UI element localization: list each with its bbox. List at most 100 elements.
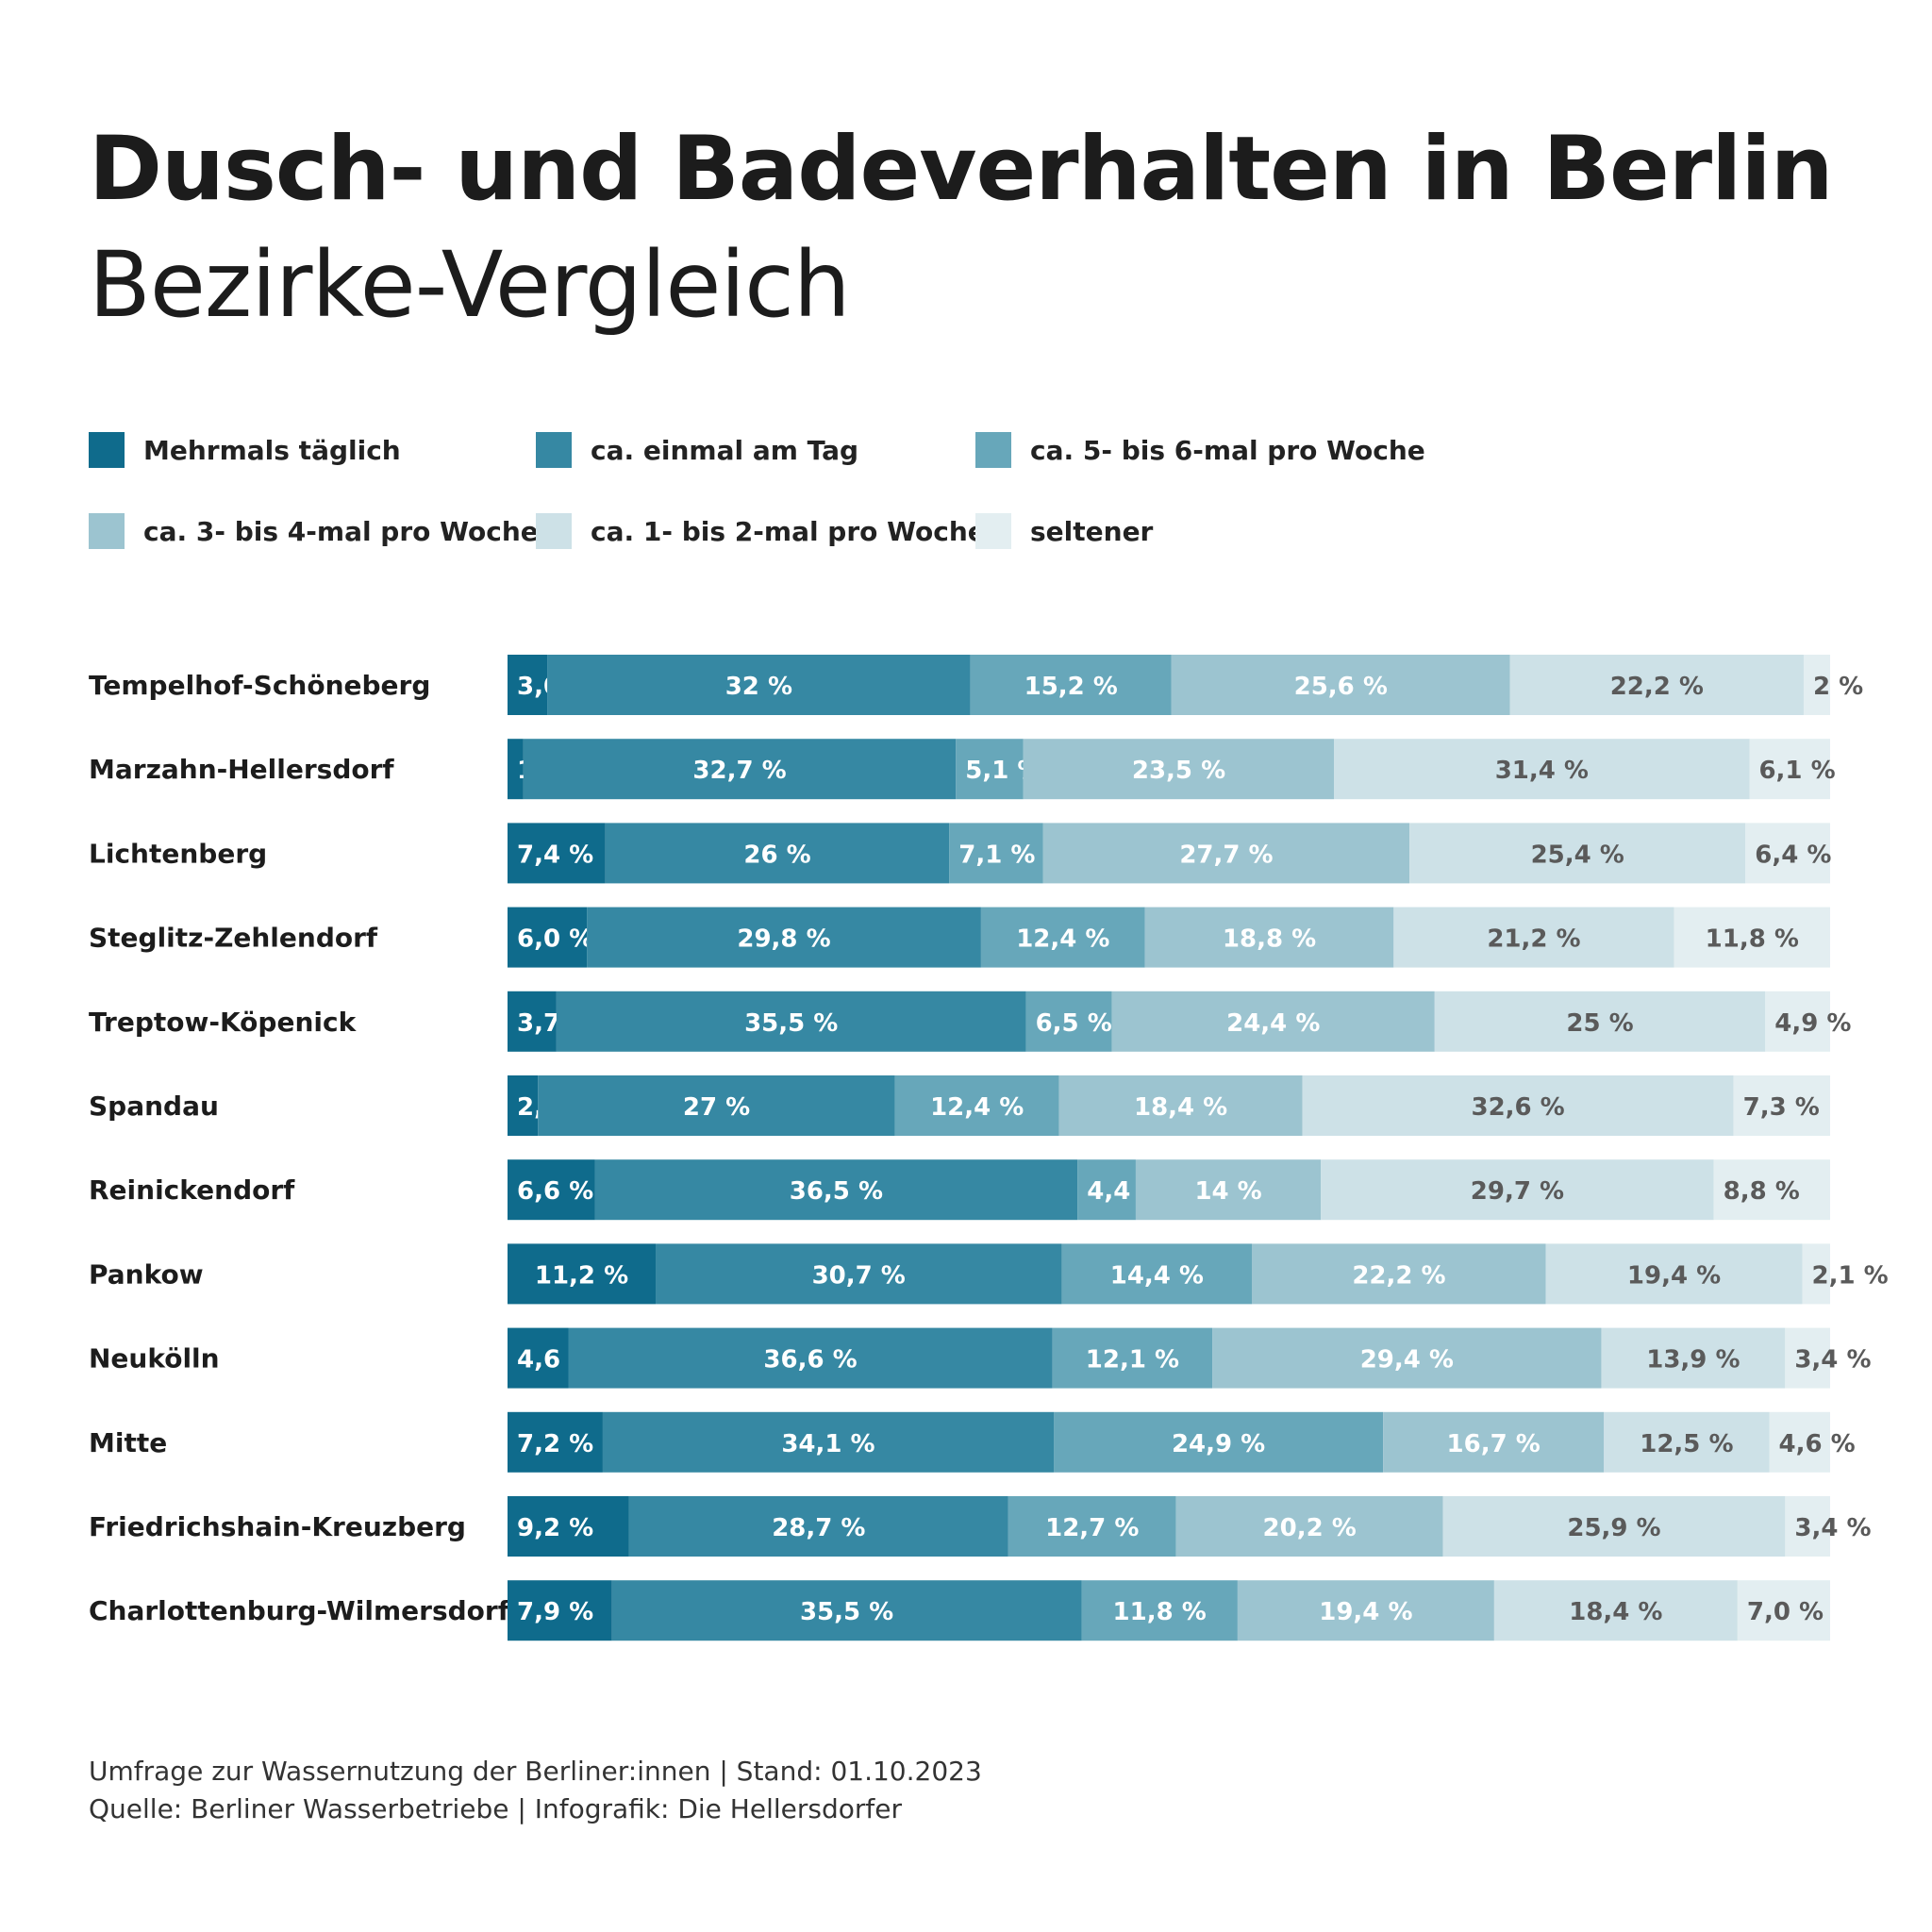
data-label: 6,5 % <box>1036 1009 1112 1038</box>
category-label: Friedrichshain-Kreuzberg <box>89 1511 466 1542</box>
bar-segment <box>508 1159 595 1221</box>
bar-segment <box>1023 739 1335 800</box>
category-label: Charlottenburg-Wilmersdorf <box>89 1595 510 1626</box>
category-label: Mitte <box>89 1427 167 1458</box>
bar-segment <box>1061 1243 1253 1305</box>
data-label: 30,7 % <box>812 1261 906 1290</box>
bar-row: Charlottenburg-Wilmersdorf 7,9 % 35,5 % 11,… <box>89 1580 1830 1641</box>
data-label: 14,4 % <box>1110 1261 1204 1290</box>
bar-segment <box>1674 907 1830 968</box>
bar-segment <box>949 823 1043 884</box>
category-label: Marzahn-Hellersdorf <box>89 754 394 785</box>
bar-row: Mitte 7,2 % 34,1 % 24,9 % 16,7 % 12,5 % 4,6 % <box>89 1411 1856 1473</box>
bar-segment <box>980 907 1145 968</box>
data-label: 25 % <box>1566 1009 1633 1038</box>
data-label: 16,7 % <box>1447 1430 1541 1458</box>
bar-segment <box>1749 739 1830 800</box>
data-label: 7,1 % <box>958 841 1035 869</box>
category-label: Tempelhof-Schöneberg <box>89 670 430 701</box>
data-label: 27,7 % <box>1179 841 1273 869</box>
bar-segment <box>1765 991 1830 1052</box>
legend-swatch <box>975 432 1011 468</box>
legend-label: Mehrmals täglich <box>143 435 401 466</box>
data-label: 15,2 % <box>1024 673 1118 701</box>
bar-segment <box>1302 1075 1734 1136</box>
legend-swatch <box>536 432 572 468</box>
category-label: Steglitz-Zehlendorf <box>89 923 378 954</box>
data-label: 26 % <box>743 841 810 869</box>
data-label: 18,4 % <box>1569 1598 1662 1626</box>
legend-label: ca. 3- bis 4-mal pro Woche <box>143 516 539 547</box>
data-label: 22,2 % <box>1610 673 1704 701</box>
data-label: 31,4 % <box>1495 757 1589 785</box>
data-label: 29,7 % <box>1471 1177 1564 1206</box>
bar-segment <box>547 655 971 715</box>
data-label: 6,1 % <box>1758 757 1835 785</box>
category-label: Lichtenberg <box>89 838 267 869</box>
data-label: 4,6 % <box>1779 1430 1856 1458</box>
bar-segment <box>1803 655 1830 715</box>
bar-segment <box>1601 1327 1786 1389</box>
data-label: 2,1 % <box>1812 1261 1889 1290</box>
legend-label: seltener <box>1030 516 1154 547</box>
bar-row: Friedrichshain-Kreuzberg 9,2 % 28,7 % 12,7 … <box>89 1496 1872 1557</box>
bar-segment <box>508 655 548 715</box>
data-label: 13,9 % <box>1646 1346 1740 1374</box>
bar-segment <box>1212 1327 1602 1389</box>
data-label: 6,6 % <box>517 1177 593 1206</box>
bar-segment <box>1442 1496 1786 1557</box>
category-label: Spandau <box>89 1091 219 1122</box>
bar-row: Neukölln 4,6 % 36,6 % 12,1 % 29,4 % 13,9 % 3,4… <box>89 1327 1872 1389</box>
footer-source: Quelle: Berliner Wasserbetriebe | Infogr… <box>89 1793 902 1824</box>
bar-row: Lichtenberg 7,4 % 26 % 7,1 % 27,7 % 25,4 % 6,4… <box>89 823 1831 884</box>
legend-swatch <box>89 513 125 549</box>
bar-segment <box>611 1580 1082 1641</box>
chart-subtitle: Bezirke-Vergleich <box>89 232 851 338</box>
bar-segment <box>1077 1159 1136 1221</box>
bar-segment <box>1111 991 1435 1052</box>
data-label: 19,4 % <box>1627 1261 1721 1290</box>
bar-segment <box>1604 1411 1770 1473</box>
data-label: 7,0 % <box>1747 1598 1824 1626</box>
bar-segment <box>602 1411 1055 1473</box>
legend-swatch <box>536 513 572 549</box>
data-label: 4,9 % <box>1774 1009 1851 1038</box>
bar-row: Reinickendorf 6,6 % 36,5 % 4,4 % 14 % 29,7 % 8… <box>89 1159 1830 1221</box>
data-label: 20,2 % <box>1263 1514 1357 1542</box>
bar-segment <box>1052 1327 1213 1389</box>
bar-segment <box>1383 1411 1605 1473</box>
category-label: Neukölln <box>89 1343 220 1374</box>
bar-segment <box>1321 1159 1714 1221</box>
data-label: 9,2 % <box>517 1514 593 1542</box>
data-label: 14 % <box>1194 1177 1261 1206</box>
bar-segment <box>508 1411 603 1473</box>
bar-segment <box>1733 1075 1830 1136</box>
legend-label: ca. 5- bis 6-mal pro Woche <box>1030 435 1425 466</box>
bar-segment <box>508 823 606 884</box>
bar-segment <box>1144 907 1394 968</box>
legend: Mehrmals täglich ca. einmal am Tag ca. 5… <box>89 432 1787 564</box>
bar-segment <box>1058 1075 1303 1136</box>
footer-survey-note: Umfrage zur Wassernutzung der Berliner:i… <box>89 1756 982 1787</box>
data-label: 23,5 % <box>1132 757 1225 785</box>
bar-segment <box>508 907 588 968</box>
data-label: 6,0 % <box>517 925 593 954</box>
bar-segment <box>523 739 957 800</box>
data-label: 29,4 % <box>1360 1346 1454 1374</box>
data-label: 25,4 % <box>1531 841 1624 869</box>
chart-title: Dusch- und Badeverhalten in Berlin <box>89 118 1834 221</box>
footer: Umfrage zur Wassernutzung der Berliner:i… <box>89 1753 982 1828</box>
data-label: 19,4 % <box>1319 1598 1412 1626</box>
data-label: 36,6 % <box>763 1346 857 1374</box>
data-label: 6,4 % <box>1755 841 1831 869</box>
data-label: 12,1 % <box>1086 1346 1179 1374</box>
bar-segment <box>1785 1327 1830 1389</box>
data-label: 27 % <box>683 1093 750 1122</box>
bar-segment <box>1334 739 1750 800</box>
legend-swatch <box>89 432 125 468</box>
data-label: 11,8 % <box>1113 1598 1207 1626</box>
data-label: 12,7 % <box>1045 1514 1139 1542</box>
